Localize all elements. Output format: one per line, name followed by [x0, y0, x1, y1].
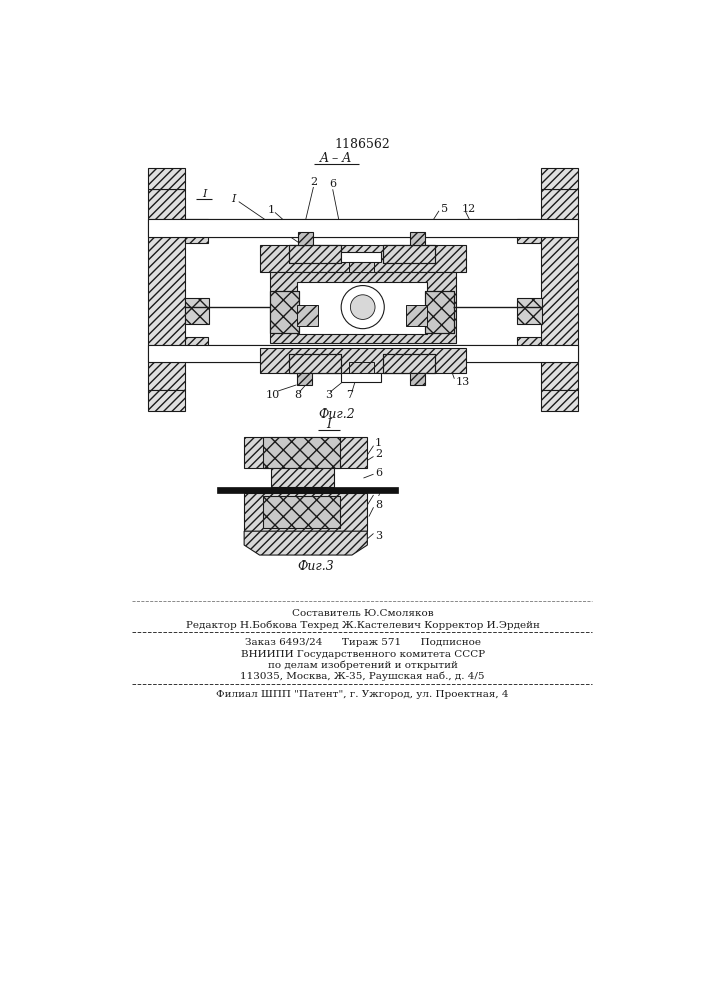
Bar — [296, 305, 318, 326]
Bar — [425, 291, 455, 333]
Polygon shape — [244, 531, 368, 555]
Bar — [148, 189, 185, 389]
Text: 8: 8 — [375, 500, 382, 510]
Bar — [244, 493, 368, 531]
Circle shape — [341, 286, 385, 329]
Bar — [518, 219, 541, 243]
Bar — [349, 362, 373, 373]
Text: 10: 10 — [266, 390, 280, 400]
Text: Фиг.3: Фиг.3 — [298, 560, 334, 573]
Text: Составитель Ю.Смоляков: Составитель Ю.Смоляков — [292, 609, 433, 618]
Bar — [244, 437, 368, 468]
Bar — [185, 219, 208, 243]
Bar — [349, 262, 373, 272]
Bar — [518, 298, 542, 324]
Bar — [382, 245, 435, 263]
Bar — [148, 389, 185, 411]
Text: 8: 8 — [294, 390, 301, 400]
Bar — [288, 354, 341, 373]
Bar — [541, 189, 578, 389]
Bar — [288, 354, 341, 373]
Text: 13: 13 — [456, 377, 470, 387]
Bar — [409, 232, 425, 245]
Text: 1: 1 — [375, 438, 382, 448]
Bar — [185, 337, 208, 360]
Bar — [148, 345, 578, 362]
Bar — [217, 487, 398, 493]
Text: Заказ 6493/24      Тираж 571      Подписное: Заказ 6493/24 Тираж 571 Подписное — [245, 638, 481, 647]
Bar — [298, 232, 313, 245]
Text: 6: 6 — [375, 468, 382, 478]
Text: 1186562: 1186562 — [335, 138, 390, 151]
Bar — [296, 373, 312, 385]
Circle shape — [351, 295, 375, 319]
Bar — [382, 245, 435, 263]
Bar — [341, 373, 381, 382]
Text: A – A: A – A — [320, 152, 353, 165]
Bar — [541, 389, 578, 411]
Bar — [425, 291, 455, 333]
Bar — [271, 468, 334, 487]
Bar — [409, 373, 425, 385]
Text: I: I — [327, 418, 332, 431]
Bar — [264, 437, 340, 468]
Text: I: I — [202, 189, 206, 199]
Bar — [341, 252, 381, 262]
Text: 1: 1 — [267, 205, 274, 215]
Text: 7: 7 — [346, 390, 354, 400]
Text: 6: 6 — [329, 179, 337, 189]
Text: 2: 2 — [375, 449, 382, 459]
Bar — [518, 337, 541, 360]
Text: Филиал ШПП "Патент", г. Ужгород, ул. Проектная, 4: Филиал ШПП "Патент", г. Ужгород, ул. Про… — [216, 690, 509, 699]
Bar — [264, 496, 340, 528]
Bar — [148, 168, 185, 189]
Text: Редактор Н.Бобкова Техред Ж.Кастелевич Корректор И.Эрдейн: Редактор Н.Бобкова Техред Ж.Кастелевич К… — [186, 620, 539, 630]
Text: I: I — [231, 194, 235, 204]
Bar — [296, 282, 428, 334]
Bar — [185, 298, 209, 324]
Text: 12: 12 — [461, 204, 476, 214]
Bar — [269, 291, 299, 333]
Text: 113035, Москва, Ж-35, Раушская наб., д. 4/5: 113035, Москва, Ж-35, Раушская наб., д. … — [240, 672, 485, 681]
Bar — [288, 245, 341, 263]
Text: 3: 3 — [375, 531, 382, 541]
Bar — [269, 272, 456, 343]
Text: 3: 3 — [325, 390, 332, 400]
Bar — [259, 245, 466, 272]
Bar — [269, 291, 299, 333]
Bar — [148, 219, 578, 237]
Text: ВНИИПИ Государственного комитета СССР: ВНИИПИ Государственного комитета СССР — [240, 650, 485, 659]
Bar — [541, 168, 578, 189]
Text: 2: 2 — [310, 177, 317, 187]
Bar — [288, 245, 341, 263]
Bar — [382, 354, 435, 373]
Bar — [382, 354, 435, 373]
Text: 5: 5 — [441, 204, 448, 214]
Text: по делам изобретений и открытий: по делам изобретений и открытий — [268, 660, 457, 670]
Text: Фиг.2: Фиг.2 — [318, 408, 355, 421]
Text: 7: 7 — [375, 488, 382, 498]
Bar — [259, 348, 466, 373]
Bar — [406, 305, 428, 326]
